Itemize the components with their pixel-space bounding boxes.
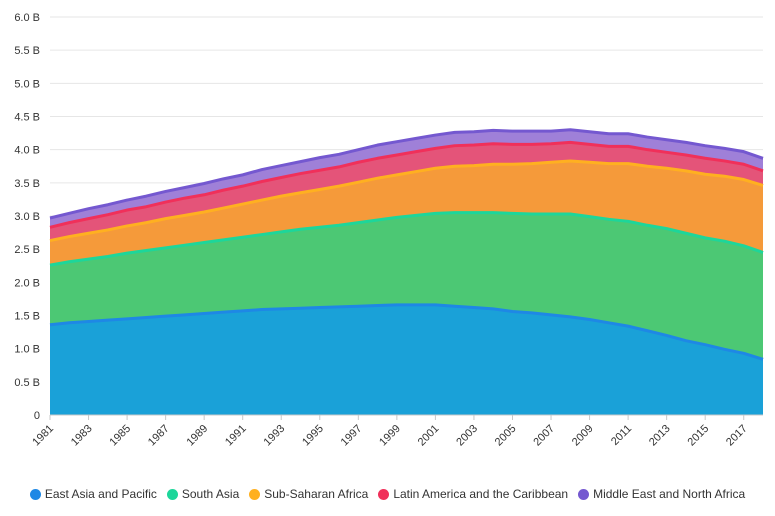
x-tick-label: 2007 — [531, 423, 557, 449]
area-middle-east-and-north-africa — [50, 129, 763, 228]
legend-swatch-icon — [578, 488, 590, 500]
x-tick-label: 1999 — [377, 423, 403, 449]
x-tick-label: 1989 — [184, 423, 210, 449]
y-tick-label: 2.5 B — [14, 244, 40, 256]
legend-label: South Asia — [181, 487, 240, 501]
y-tick-label: 5.0 B — [14, 78, 40, 90]
y-tick-label: 6.0 B — [14, 12, 40, 24]
legend-label: Sub-Saharan Africa — [264, 487, 369, 501]
line-sub-saharan-africa — [49, 159, 764, 243]
legend-swatch-icon — [29, 488, 41, 500]
x-tick-label: 2009 — [570, 423, 596, 449]
line-latin-america-and-the-caribbean — [49, 140, 764, 229]
x-tick-label: 1983 — [69, 423, 95, 449]
legend-item[interactable]: South Asia — [166, 487, 240, 501]
legend-item[interactable]: Middle East and North Africa — [578, 487, 745, 501]
legend-item[interactable]: East Asia and Pacific — [29, 487, 157, 501]
y-tick-label: 3.0 B — [14, 211, 40, 223]
x-tick-label: 2013 — [647, 423, 673, 449]
legend-swatch-icon — [378, 488, 390, 500]
x-tick-label: 1987 — [146, 423, 172, 449]
x-axis: 1981 1983 1985 1987 1989 1991 1993 1995 1997 1999… — [30, 414, 763, 449]
y-tick-label: 3.5 B — [14, 178, 40, 190]
x-tick-label: 1981 — [30, 423, 56, 449]
series-lines-group — [49, 128, 764, 361]
y-tick-label: 4.0 B — [14, 145, 40, 157]
line-east-asia-and-pacific — [49, 303, 764, 361]
legend-swatch-icon — [166, 488, 178, 500]
y-tick-label: 0.5 B — [14, 377, 40, 389]
area-south-asia — [50, 212, 763, 360]
legend-item[interactable]: Latin America and the Caribbean — [378, 487, 568, 501]
y-tick-label: 1.0 B — [14, 344, 40, 356]
x-tick-label: 1997 — [339, 423, 365, 449]
x-tick-label: 2005 — [493, 423, 519, 449]
y-tick-label: 5.5 B — [14, 45, 40, 57]
y-tick-label: 0 — [34, 410, 40, 422]
y-tick-label: 4.5 B — [14, 112, 40, 124]
x-tick-label: 1993 — [262, 423, 288, 449]
x-tick-label: 1995 — [300, 423, 326, 449]
legend-swatch-icon — [249, 488, 261, 500]
x-tick-label: 2001 — [416, 423, 442, 449]
area-latin-america-and-the-caribbean — [50, 142, 763, 241]
legend-label: East Asia and Pacific — [44, 487, 157, 501]
line-south-asia — [49, 211, 764, 267]
area-east-asia-and-pacific — [50, 304, 763, 415]
legend-label: Latin America and the Caribbean — [393, 487, 569, 501]
line-middle-east-and-north-africa — [49, 128, 764, 220]
x-tick-label: 1985 — [107, 423, 133, 449]
x-tick-label: 2017 — [724, 423, 750, 449]
y-tick-label: 2.0 B — [14, 277, 40, 289]
x-tick-label: 2015 — [686, 423, 712, 449]
x-tick-label: 2011 — [609, 423, 634, 448]
legend-label: Middle East and North Africa — [593, 487, 746, 501]
legend-item[interactable]: Sub-Saharan Africa — [249, 487, 368, 501]
y-tick-label: 1.5 B — [14, 311, 40, 323]
chart-canvas: 0 0.5 B 1.0 B 1.5 B 2.0 B 2.5 B 3.0 B 3.5 B 4.0 … — [14, 12, 764, 449]
stacked-area-chart: 0 0.5 B 1.0 B 1.5 B 2.0 B 2.5 B 3.0 B 3.5 B 4.0 … — [14, 12, 764, 449]
y-axis: 0 0.5 B 1.0 B 1.5 B 2.0 B 2.5 B 3.0 B 3.5 B 4.0 … — [14, 12, 40, 422]
x-tick-label: 1991 — [223, 423, 249, 449]
x-tick-label: 2003 — [454, 423, 480, 449]
chart-legend: East Asia and Pacific South Asia Sub-Sahar… — [0, 487, 775, 501]
